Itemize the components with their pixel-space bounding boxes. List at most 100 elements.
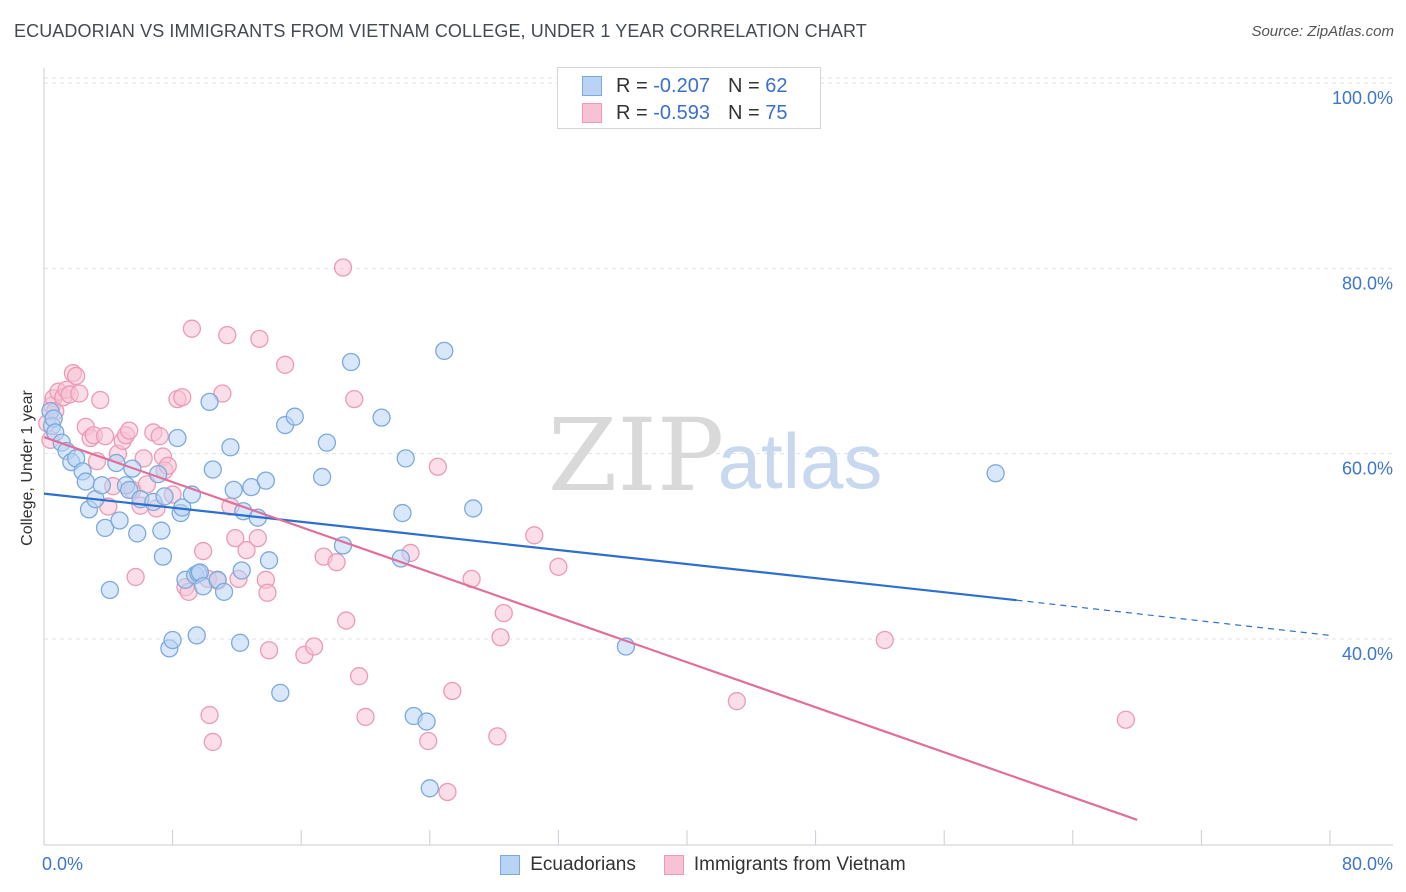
data-point bbox=[226, 528, 245, 548]
data-point bbox=[95, 427, 115, 446]
trend-lines bbox=[43, 436, 1331, 821]
legend-item-vietnam: Immigrants from Vietnam bbox=[663, 854, 906, 876]
data-point bbox=[110, 511, 129, 530]
data-point bbox=[435, 341, 454, 361]
data-point bbox=[153, 547, 173, 566]
data-point bbox=[417, 712, 436, 731]
trend-line-ecuadorians bbox=[43, 492, 1017, 602]
data-point bbox=[464, 499, 483, 518]
x-tick-label: 0.0% bbox=[42, 854, 83, 874]
data-point bbox=[155, 487, 174, 506]
legend-swatch-pink bbox=[663, 855, 684, 875]
y-tick-label: 80.0% bbox=[1342, 273, 1393, 293]
data-point bbox=[200, 705, 219, 725]
data-point bbox=[438, 782, 457, 802]
trend-line-extension bbox=[1016, 599, 1331, 636]
data-point bbox=[285, 407, 304, 426]
data-point bbox=[333, 258, 353, 277]
y-tick-label: 100.0% bbox=[1332, 88, 1393, 108]
data-point bbox=[727, 692, 746, 711]
legend-swatch-pink bbox=[582, 103, 602, 123]
legend-row-ecuadorians: R = -0.207 N = 62 bbox=[582, 74, 787, 98]
data-point bbox=[443, 681, 462, 701]
data-point bbox=[193, 541, 213, 561]
legend-swatch-blue bbox=[500, 855, 521, 875]
data-point bbox=[237, 540, 256, 560]
data-point bbox=[259, 641, 279, 660]
data-point bbox=[150, 427, 169, 446]
data-point bbox=[230, 633, 250, 652]
data-point bbox=[76, 472, 95, 491]
data-point bbox=[200, 392, 219, 412]
data-point bbox=[875, 630, 894, 650]
data-point bbox=[95, 518, 115, 538]
data-point bbox=[327, 553, 346, 572]
data-point bbox=[549, 557, 568, 576]
data-point bbox=[312, 467, 332, 487]
data-point bbox=[341, 352, 361, 372]
data-point bbox=[393, 503, 412, 523]
data-point bbox=[317, 433, 337, 452]
data-point bbox=[100, 580, 120, 600]
data-point bbox=[120, 421, 139, 440]
data-point bbox=[494, 604, 513, 623]
legend-swatch-blue bbox=[582, 76, 602, 96]
correlation-legend: R = -0.207 N = 62 R = -0.593 N = 75 bbox=[557, 67, 821, 129]
data-point bbox=[67, 366, 86, 386]
data-point bbox=[91, 390, 110, 410]
data-point bbox=[275, 355, 295, 374]
data-point bbox=[271, 683, 290, 702]
data-point bbox=[259, 551, 279, 570]
data-point bbox=[396, 449, 415, 468]
data-point bbox=[1116, 710, 1135, 729]
watermark-zip: ZIP bbox=[548, 397, 724, 514]
data-point bbox=[221, 438, 240, 457]
data-point bbox=[214, 582, 234, 601]
data-point bbox=[258, 583, 277, 602]
y-tick-label: 40.0% bbox=[1342, 644, 1393, 664]
data-point bbox=[92, 476, 112, 495]
data-point bbox=[256, 471, 275, 490]
data-point bbox=[372, 408, 391, 427]
x-tick-label: 80.0% bbox=[1342, 854, 1393, 874]
data-point bbox=[203, 460, 222, 479]
data-point bbox=[420, 779, 439, 798]
data-point bbox=[152, 521, 171, 540]
chart-title: ECUADORIAN VS IMMIGRANTS FROM VIETNAM CO… bbox=[14, 21, 867, 41]
data-point bbox=[126, 567, 145, 587]
data-point bbox=[173, 388, 192, 407]
y-tick-label: 60.0% bbox=[1342, 459, 1393, 479]
data-point bbox=[213, 384, 232, 403]
data-point bbox=[491, 628, 510, 647]
data-point bbox=[232, 561, 251, 580]
legend-row-vietnam: R = -0.593 N = 75 bbox=[582, 101, 787, 125]
source-label: Source: ZipAtlas.com bbox=[1251, 23, 1394, 40]
data-point bbox=[248, 528, 267, 548]
data-point bbox=[187, 626, 206, 645]
data-point bbox=[182, 319, 202, 338]
data-point bbox=[428, 457, 447, 476]
legend-item-ecuadorians: Ecuadorians bbox=[500, 854, 636, 876]
legend-label: Immigrants from Vietnam bbox=[693, 854, 906, 875]
legend-r-value: -0.593 bbox=[653, 101, 710, 124]
data-point bbox=[203, 732, 222, 752]
legend-n-value: 75 bbox=[765, 101, 788, 124]
legend-n-label: N = bbox=[727, 101, 760, 124]
data-point bbox=[304, 637, 324, 656]
data-point bbox=[349, 667, 369, 686]
series-legend: Ecuadorians Immigrants from Vietnam bbox=[0, 852, 1406, 878]
legend-n-value: 62 bbox=[765, 74, 788, 97]
trend-line-vietnam bbox=[43, 436, 1138, 821]
watermark-atlas: atlas bbox=[718, 417, 883, 505]
data-point bbox=[218, 326, 237, 345]
data-point bbox=[163, 630, 182, 650]
data-point bbox=[168, 428, 187, 448]
watermark: ZIP atlas bbox=[548, 397, 883, 514]
data-point bbox=[250, 329, 269, 349]
series-ecuadorians-points bbox=[41, 341, 1005, 798]
data-point bbox=[488, 727, 507, 746]
data-point bbox=[345, 389, 364, 409]
legend-r-label: R = bbox=[616, 101, 648, 124]
data-point bbox=[70, 384, 89, 403]
